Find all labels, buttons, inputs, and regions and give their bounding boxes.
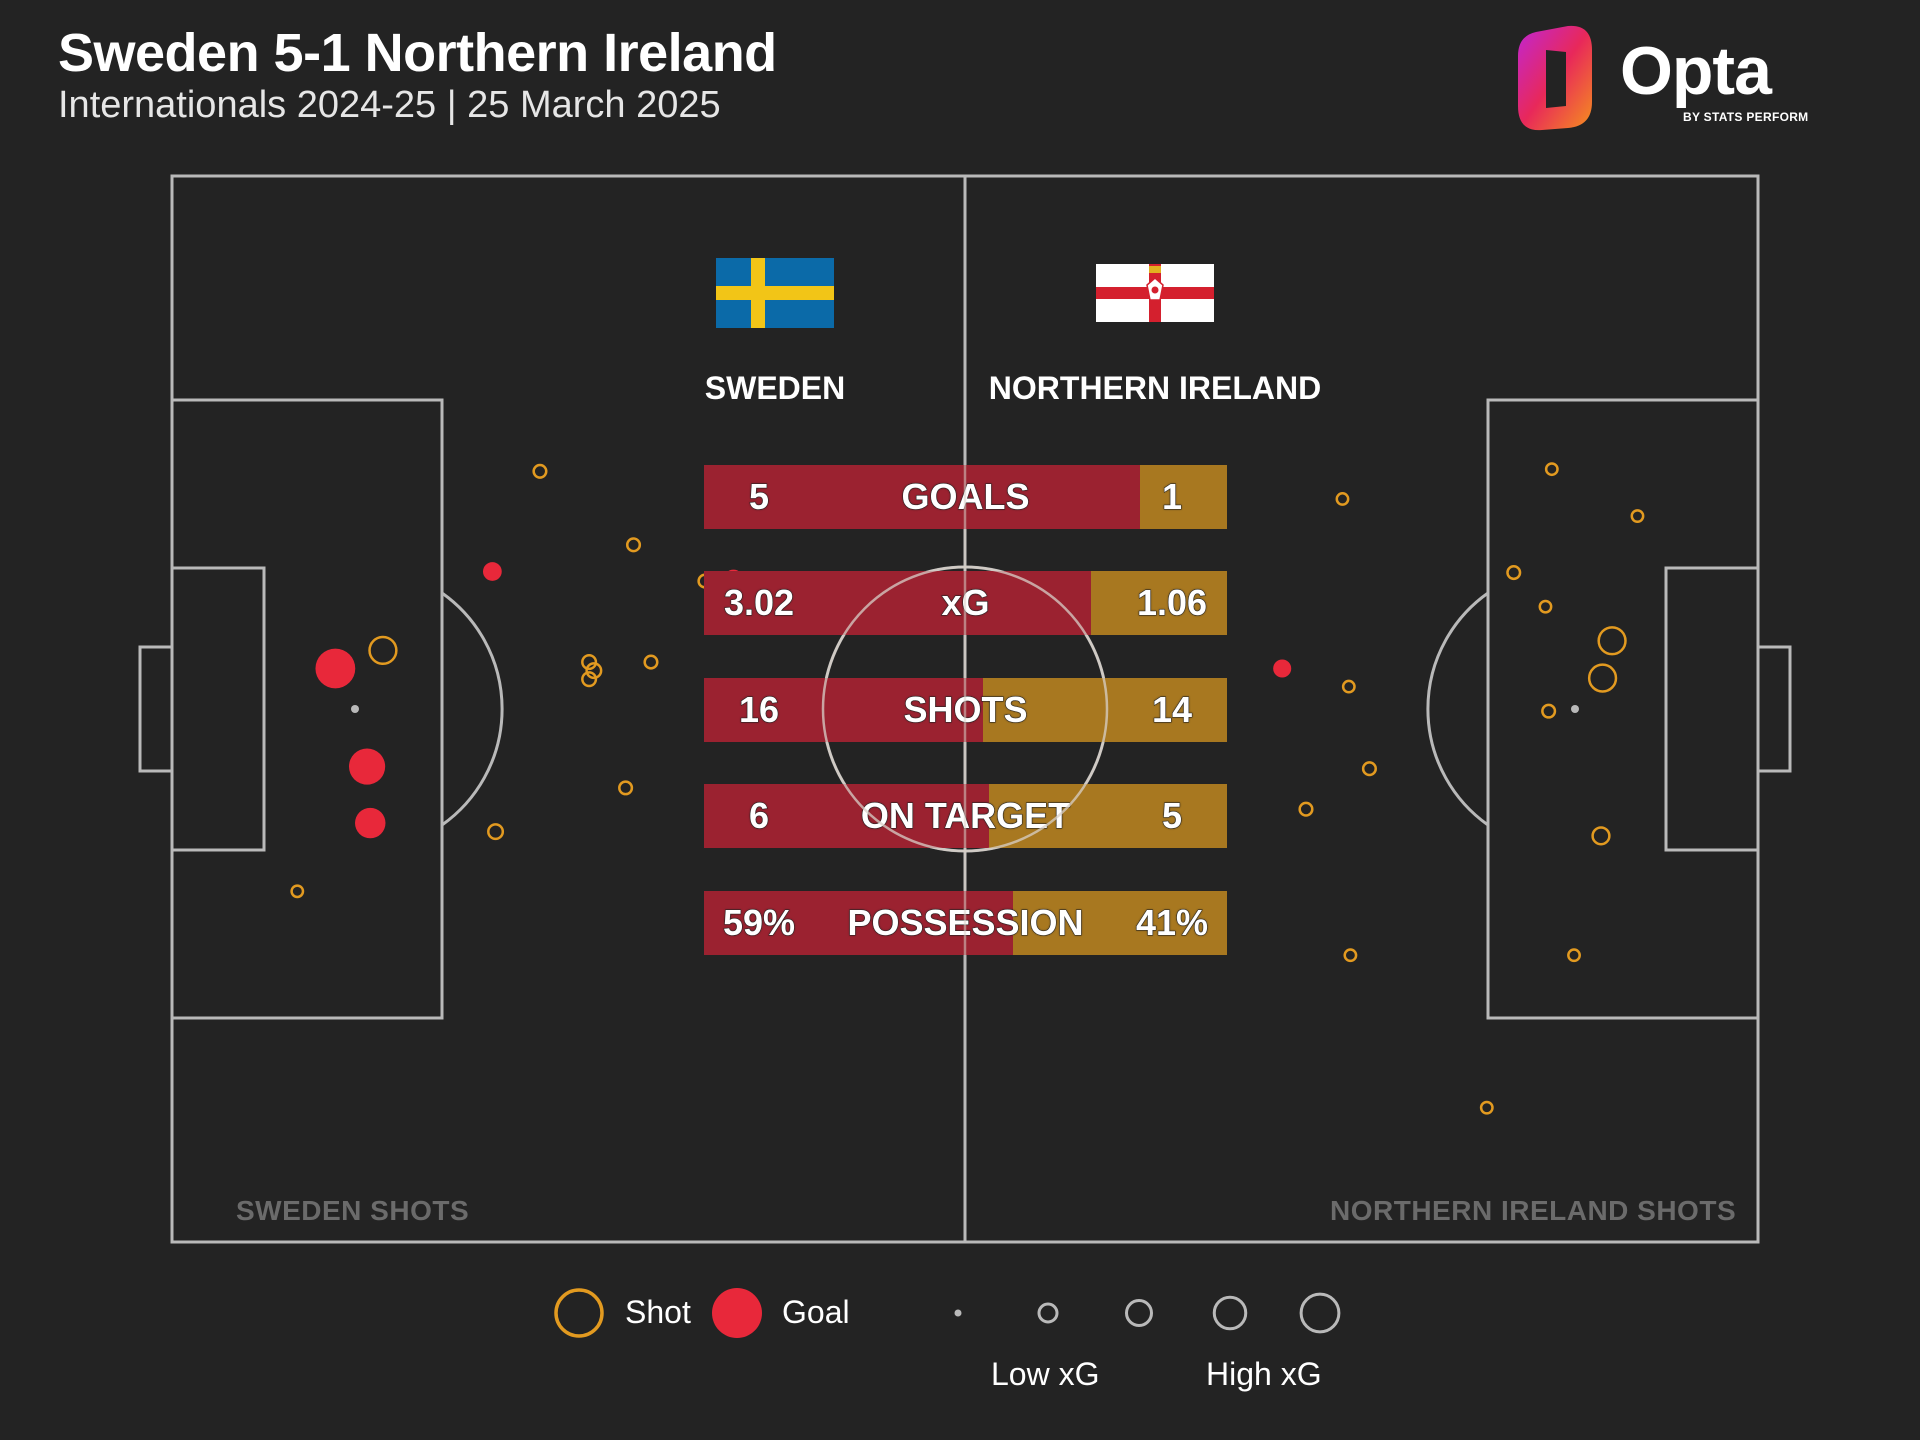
home-shots-label: SWEDEN SHOTS [236, 1195, 470, 1226]
legend-size-ring-1 [1037, 1302, 1059, 1324]
home-shot-8 [487, 823, 505, 841]
home-stat-value: 16 [738, 689, 780, 731]
home-team-name: SWEDEN [704, 370, 846, 406]
legend-marks [554, 1288, 1341, 1338]
right-goal [1756, 645, 1792, 773]
home-shot-12 [581, 654, 598, 671]
stat-row-xg: 3.02 xG 1.06 [704, 571, 1227, 635]
opta-logo-word: Opta [1620, 33, 1772, 109]
away-shot-2 [1567, 948, 1581, 963]
legend-low-xg-label: Low xG [991, 1356, 1100, 1392]
home-stat-value: 3.02 [723, 582, 795, 624]
away-shot-5 [1361, 761, 1377, 777]
away-stat-bar [1013, 891, 1227, 955]
home-goal-1 [355, 807, 386, 839]
legend-high-xg-label: High xG [1206, 1356, 1322, 1392]
page-title: Sweden 5-1 Northern Ireland [58, 23, 777, 83]
home-shot-14 [625, 537, 642, 553]
home-shot-11 [585, 662, 603, 680]
legend-size-ring-4 [1299, 1292, 1341, 1334]
home-shot-15 [532, 463, 548, 479]
home-stat-bar [704, 465, 1140, 529]
home-shot-4 [368, 635, 398, 666]
home-shot-13 [643, 654, 659, 670]
away-shot-3 [1591, 826, 1611, 846]
home-goal-5 [482, 562, 502, 581]
left-penalty-arc [441, 591, 504, 827]
legend-size-dot-0 [954, 1309, 962, 1317]
left-penalty-area [170, 398, 444, 1020]
away-stat-value: 5 [1161, 795, 1183, 837]
away-stat-value: 14 [1151, 689, 1193, 731]
away-stat-value: 1.06 [1136, 582, 1208, 624]
away-shot-13 [1630, 509, 1645, 523]
team-flags [716, 258, 1214, 328]
left-goal [138, 645, 174, 773]
away-shot-4 [1298, 801, 1314, 817]
opta-logo-sub: BY STATS PERFORM [1683, 110, 1809, 124]
home-goal-2 [348, 748, 386, 785]
right-six-yard-box [1664, 566, 1760, 852]
page-subtitle: Internationals 2024-25 | 25 March 2025 [58, 84, 721, 126]
legend-size-ring-3 [1212, 1295, 1248, 1331]
pitch [138, 174, 1792, 1244]
home-shot-9 [618, 780, 634, 796]
away-stat-value: 1 [1161, 476, 1183, 518]
away-shots-label: NORTHERN IRELAND SHOTS [1330, 1195, 1737, 1226]
away-goal-8 [1273, 659, 1292, 678]
away-shot-11 [1538, 599, 1553, 614]
legend-size-ring-2 [1125, 1299, 1153, 1327]
away-shot-0 [1479, 1100, 1494, 1115]
legend-goal-marker [712, 1288, 762, 1338]
left-penalty-spot [351, 705, 359, 713]
stat-row-goals: 5 GOALS 1 [704, 465, 1227, 529]
home-stat-value: 6 [748, 795, 770, 837]
sweden-flag [716, 258, 834, 328]
home-shot-0 [290, 884, 305, 899]
home-stat-value: 59% [722, 902, 796, 944]
stat-row-shots: 16 SHOTS 14 [704, 678, 1227, 742]
legend-goal-label: Goal [782, 1294, 850, 1330]
home-stat-value: 5 [748, 476, 770, 518]
stat-row-on-target: 6 ON TARGET 5 [704, 784, 1227, 848]
away-shot-7 [1541, 703, 1557, 719]
left-six-yard-box [170, 566, 266, 852]
right-penalty-arc [1426, 591, 1489, 827]
right-penalty-area [1486, 398, 1760, 1020]
away-shot-9 [1335, 492, 1350, 506]
stat-row-possession: 59% POSSESSION 41% [704, 891, 1227, 955]
home-shot-10 [581, 671, 598, 688]
away-stat-bar [1140, 465, 1227, 529]
away-shot-14 [1597, 626, 1627, 656]
away-team-name: NORTHERN IRELAND [988, 370, 1322, 406]
away-shot-1 [1343, 948, 1358, 963]
away-shot-12 [1506, 565, 1522, 581]
opta-logo-icon [1518, 25, 1592, 131]
home-goal-3 [315, 648, 356, 689]
northern-ireland-flag [1096, 264, 1214, 322]
right-penalty-spot [1571, 705, 1579, 713]
legend-shot-marker [554, 1288, 604, 1338]
opta-logo: Opta BY STATS PERFORM [1508, 24, 1828, 134]
home-stat-bar [704, 891, 1013, 955]
away-shot-6 [1341, 679, 1356, 694]
away-shot-10 [1544, 462, 1559, 477]
legend-shot-label: Shot [625, 1294, 691, 1330]
away-shot-15 [1587, 663, 1618, 693]
away-stat-bar [1091, 571, 1227, 635]
away-stat-value: 41% [1135, 902, 1209, 944]
